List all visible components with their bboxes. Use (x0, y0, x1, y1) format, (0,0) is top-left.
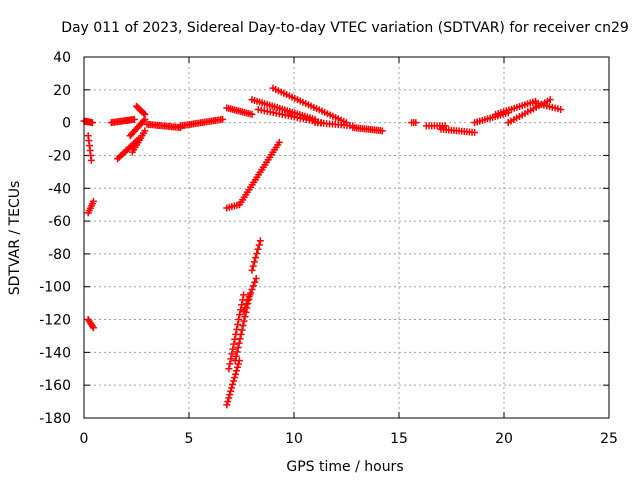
x-tick-label: 25 (600, 431, 618, 447)
data-point (546, 96, 554, 104)
data-point (225, 365, 233, 373)
y-tick-label: 0 (62, 116, 71, 132)
data-point (224, 397, 232, 405)
data-point (227, 387, 235, 395)
data-point (141, 127, 149, 135)
data-point (231, 374, 239, 382)
data-point (230, 377, 238, 385)
data-point (227, 355, 235, 363)
data-point (140, 117, 148, 125)
data-point (232, 352, 240, 360)
data-point (244, 296, 252, 304)
data-point (240, 307, 248, 315)
data-point (252, 275, 260, 283)
data-point (235, 316, 243, 324)
data-point (232, 370, 240, 378)
data-point (226, 391, 234, 399)
data-point (251, 278, 259, 286)
data-point (140, 109, 148, 117)
data-point (241, 313, 249, 321)
y-tick-label: -100 (39, 280, 71, 296)
data-point (241, 304, 249, 312)
data-points (80, 84, 565, 409)
y-tick-label: 40 (53, 50, 71, 66)
data-point (412, 119, 420, 127)
data-point (248, 266, 256, 274)
data-point (249, 282, 257, 290)
data-point (234, 320, 242, 328)
x-tick-label: 15 (390, 431, 408, 447)
data-point (249, 262, 257, 270)
data-point (240, 317, 248, 325)
data-point (225, 394, 233, 402)
data-point (237, 330, 245, 338)
data-point (231, 357, 239, 365)
data-point (236, 335, 244, 343)
data-point (238, 326, 246, 334)
data-point (254, 245, 262, 253)
data-point (245, 293, 253, 301)
data-point (87, 156, 95, 164)
data-point (248, 285, 256, 293)
x-tick-label: 10 (285, 431, 303, 447)
data-point (235, 339, 243, 347)
data-point (250, 258, 258, 266)
x-tick-label: 0 (80, 431, 89, 447)
plot-frame (83, 56, 610, 419)
x-axis-label: GPS time / hours (286, 459, 403, 475)
y-tick-label: 20 (53, 83, 71, 99)
y-tick-label: -60 (48, 214, 71, 230)
data-point (233, 363, 241, 371)
data-point (255, 241, 263, 249)
data-point (130, 115, 138, 123)
data-point (256, 237, 264, 245)
data-point (228, 350, 236, 358)
data-point (141, 110, 149, 118)
axes: 0 5 10 15 20 25 -180 -160 -140 -120 -100 -80 -60 -40 -… (39, 50, 618, 447)
data-point (247, 289, 255, 297)
y-axis-label: SDTVAR / TECUs (7, 181, 23, 296)
data-point (240, 291, 248, 299)
data-point (441, 122, 449, 130)
data-point (230, 340, 238, 348)
data-point (253, 249, 261, 257)
data-point (275, 138, 283, 146)
y-tick-label: -80 (48, 247, 71, 263)
data-point (239, 322, 247, 330)
data-point (242, 300, 250, 308)
data-point (89, 324, 97, 332)
x-tick-label: 20 (495, 431, 513, 447)
data-point (229, 345, 237, 353)
data-point (89, 197, 97, 205)
data-point (233, 348, 241, 356)
data-point (236, 311, 244, 319)
y-tick-label: -120 (39, 313, 71, 329)
data-point (378, 127, 386, 135)
y-tick-label: -140 (39, 345, 71, 361)
y-tick-label: -20 (48, 148, 71, 164)
data-point (557, 106, 565, 114)
data-point (234, 360, 242, 368)
data-point (252, 254, 260, 262)
data-point (232, 367, 240, 375)
data-point (219, 115, 227, 123)
y-tick-label: -40 (48, 181, 71, 197)
data-point (471, 128, 479, 136)
data-point (223, 401, 231, 409)
chart-title: Day 011 of 2023, Sidereal Day-to-day VTE… (61, 20, 629, 36)
data-point (234, 343, 242, 351)
data-point (88, 119, 96, 127)
x-tick-label: 5 (185, 431, 194, 447)
y-tick-label: -160 (39, 378, 71, 394)
data-point (248, 110, 256, 118)
data-point (226, 360, 234, 368)
y-tick-label: -180 (39, 411, 71, 427)
data-point (228, 384, 236, 392)
data-point (229, 380, 237, 388)
